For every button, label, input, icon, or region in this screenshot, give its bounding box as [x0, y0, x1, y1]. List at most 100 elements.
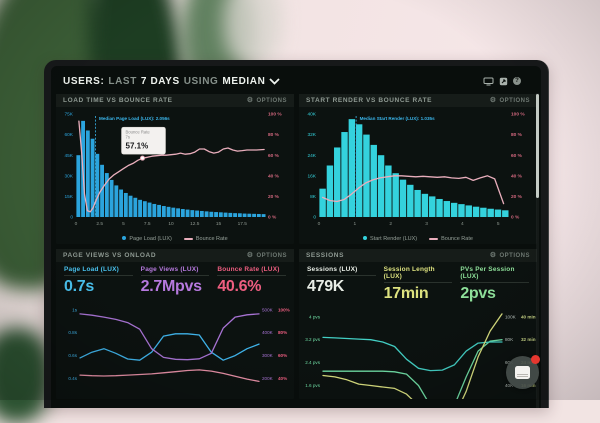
axis-tick-label: 16K [307, 173, 316, 179]
axis-tick-label: 32 min [521, 337, 536, 342]
histogram-bar [334, 147, 341, 217]
monitor-icon[interactable] [483, 77, 494, 86]
topbar-segment: MEDIAN [222, 75, 266, 87]
axis-tick-label: 1.6 pvs [305, 383, 321, 388]
metric-list: Sessions (LUX) 479K Session Length (LUX) 17… [299, 262, 537, 303]
histogram-bar [458, 204, 465, 218]
median-annotation: Median Page Load (LUX): 2.056s [99, 116, 170, 121]
axis-tick-label: 4 [461, 221, 464, 227]
legend-marker [429, 237, 439, 240]
histogram-bar [123, 192, 128, 217]
axis-tick-label: 1s [72, 307, 78, 312]
metric-sessions-lux: Sessions (LUX) 479K [307, 266, 376, 303]
axis-tick-label: 0.6s [68, 353, 77, 358]
metric-label: PVs Per Session (LUX) [460, 266, 529, 283]
histogram-bar [171, 207, 176, 217]
histogram-bar [114, 185, 119, 217]
metric-value: 2.7Mpvs [140, 278, 202, 295]
median-filter-control[interactable]: USERS: LAST 7 DAYS USING MEDIAN [63, 76, 265, 87]
metric-session-length-lux: Session Length (LUX) 17min [383, 266, 453, 303]
histogram-bar [185, 209, 190, 217]
histogram-bar [436, 198, 443, 217]
histogram-bar [157, 204, 161, 217]
metric-page-load-lux: Page Load (LUX) 0.7s [64, 266, 133, 296]
metric-label: Bounce Rate (LUX) [217, 266, 286, 276]
topbar-segment: USERS: [63, 75, 105, 87]
histogram-bar [90, 138, 95, 217]
histogram-bar [429, 196, 436, 217]
bounce-rate-line [321, 175, 505, 205]
histogram-bar [166, 206, 171, 217]
histogram-bar [180, 209, 185, 217]
scrollbar-thumb[interactable] [536, 94, 539, 198]
histogram-bar [487, 208, 494, 217]
axis-tick-label: 15 [216, 221, 222, 227]
line-series-page-load-lux [79, 333, 260, 361]
options-button[interactable]: ⚙ OPTIONS [246, 252, 287, 259]
legend-item: Page Load (LUX) [122, 235, 172, 242]
histogram-bar [399, 179, 407, 217]
scrollbar-track[interactable] [536, 93, 539, 408]
histogram-bar [133, 197, 138, 217]
histogram-bar [261, 214, 266, 217]
panel-title: LOAD TIME VS BOUNCE RATE [63, 97, 173, 104]
sessions-line-chart[interactable]: 4 pvs 3.2 pvs 2.4 pvs 1.6 pvs 100K 40 min 80K 3… [299, 303, 537, 399]
gear-icon: ⚙ [489, 97, 497, 104]
histogram-bar [421, 193, 429, 218]
panel-page-views-vs-onload: PAGE VIEWS VS ONLOAD ⚙ OPTIONS Page Load… [56, 249, 294, 399]
metric-bounce-rate-lux: Bounce Rate (LUX) 40.6% [217, 266, 286, 296]
options-button[interactable]: ⚙ OPTIONS [489, 252, 530, 259]
histogram-bar [85, 130, 90, 217]
gear-icon: ⚙ [489, 252, 497, 259]
axis-tick-label: 40 min [521, 314, 536, 319]
metric-value: 0.7s [64, 278, 94, 295]
metric-list: Page Load (LUX) 0.7s Page Views (LUX) 2.7Mp… [56, 262, 294, 296]
axis-tick-label: 0.4s [68, 376, 77, 381]
panel-start-render-vs-bounce: START RENDER VS BOUNCE RATE ⚙ OPTIONS 0 8… [299, 94, 537, 244]
topbar-segment: LAST [108, 75, 137, 87]
histogram-bar [450, 202, 458, 217]
axis-tick-label: 1 [354, 221, 357, 227]
line-series-page-views-lux [79, 313, 260, 361]
bounce-rate-line [78, 120, 265, 213]
page-views-line-chart[interactable]: 1s 0.8s 0.6s 0.4s 500K 100% 400K 80% 300K 60% 200K… [56, 296, 294, 392]
screenshot-notification-bubble[interactable] [506, 355, 540, 389]
axis-tick-label: 7.5 [144, 221, 151, 227]
panel-title: SESSIONS [306, 252, 345, 259]
gear-icon: ⚙ [246, 252, 254, 259]
topbar-segment: 7 DAYS [140, 75, 180, 87]
histogram-bar [377, 155, 385, 217]
start-render-histogram-chart[interactable]: 0 8K 16K 24K 32K 40K 0 % 20 % 40 % 60 % 80 % 100 % 0… [299, 107, 537, 233]
export-icon[interactable] [499, 77, 508, 86]
help-icon[interactable]: ? [513, 77, 521, 85]
histogram-bar [195, 210, 199, 217]
axis-tick-label: 60K [64, 132, 73, 138]
histogram-bar [109, 179, 114, 217]
axis-tick-label: 40K [307, 112, 316, 118]
load-time-histogram-chart[interactable]: 0 15K 30K 45K 60K 75K 0 % 20 % 40 % 60 % 80 % 100 %… [56, 107, 294, 233]
axis-tick-label: 40 % [511, 173, 523, 179]
legend-item: Bounce Rate [183, 236, 228, 242]
axis-tick-label: 60 % [268, 153, 280, 159]
notification-badge [531, 355, 540, 364]
topbar: USERS: LAST 7 DAYS USING MEDIAN ? [51, 66, 541, 94]
chevron-down-icon[interactable] [269, 77, 281, 85]
histogram-bar [214, 212, 218, 217]
histogram-bar [233, 213, 237, 217]
histogram-bar [355, 124, 363, 217]
options-button[interactable]: ⚙ OPTIONS [489, 97, 530, 104]
axis-tick-label: 2 [389, 221, 392, 227]
histogram-bar [480, 207, 487, 217]
axis-tick-label: 40 % [268, 173, 280, 179]
histogram-bar [199, 210, 204, 217]
axis-tick-label: 30K [64, 173, 73, 179]
axis-tick-label: 2.4 pvs [305, 360, 321, 365]
axis-tick-label: 0 % [511, 215, 520, 221]
options-button[interactable]: ⚙ OPTIONS [246, 97, 287, 104]
axis-tick-label: 0 [75, 221, 78, 227]
axis-tick-label: 80 % [511, 132, 523, 138]
legend-item: Bounce Rate [429, 236, 473, 242]
plant-leaf-highlight [224, 0, 282, 68]
legend-marker [363, 235, 368, 240]
histogram-bar [502, 210, 509, 218]
